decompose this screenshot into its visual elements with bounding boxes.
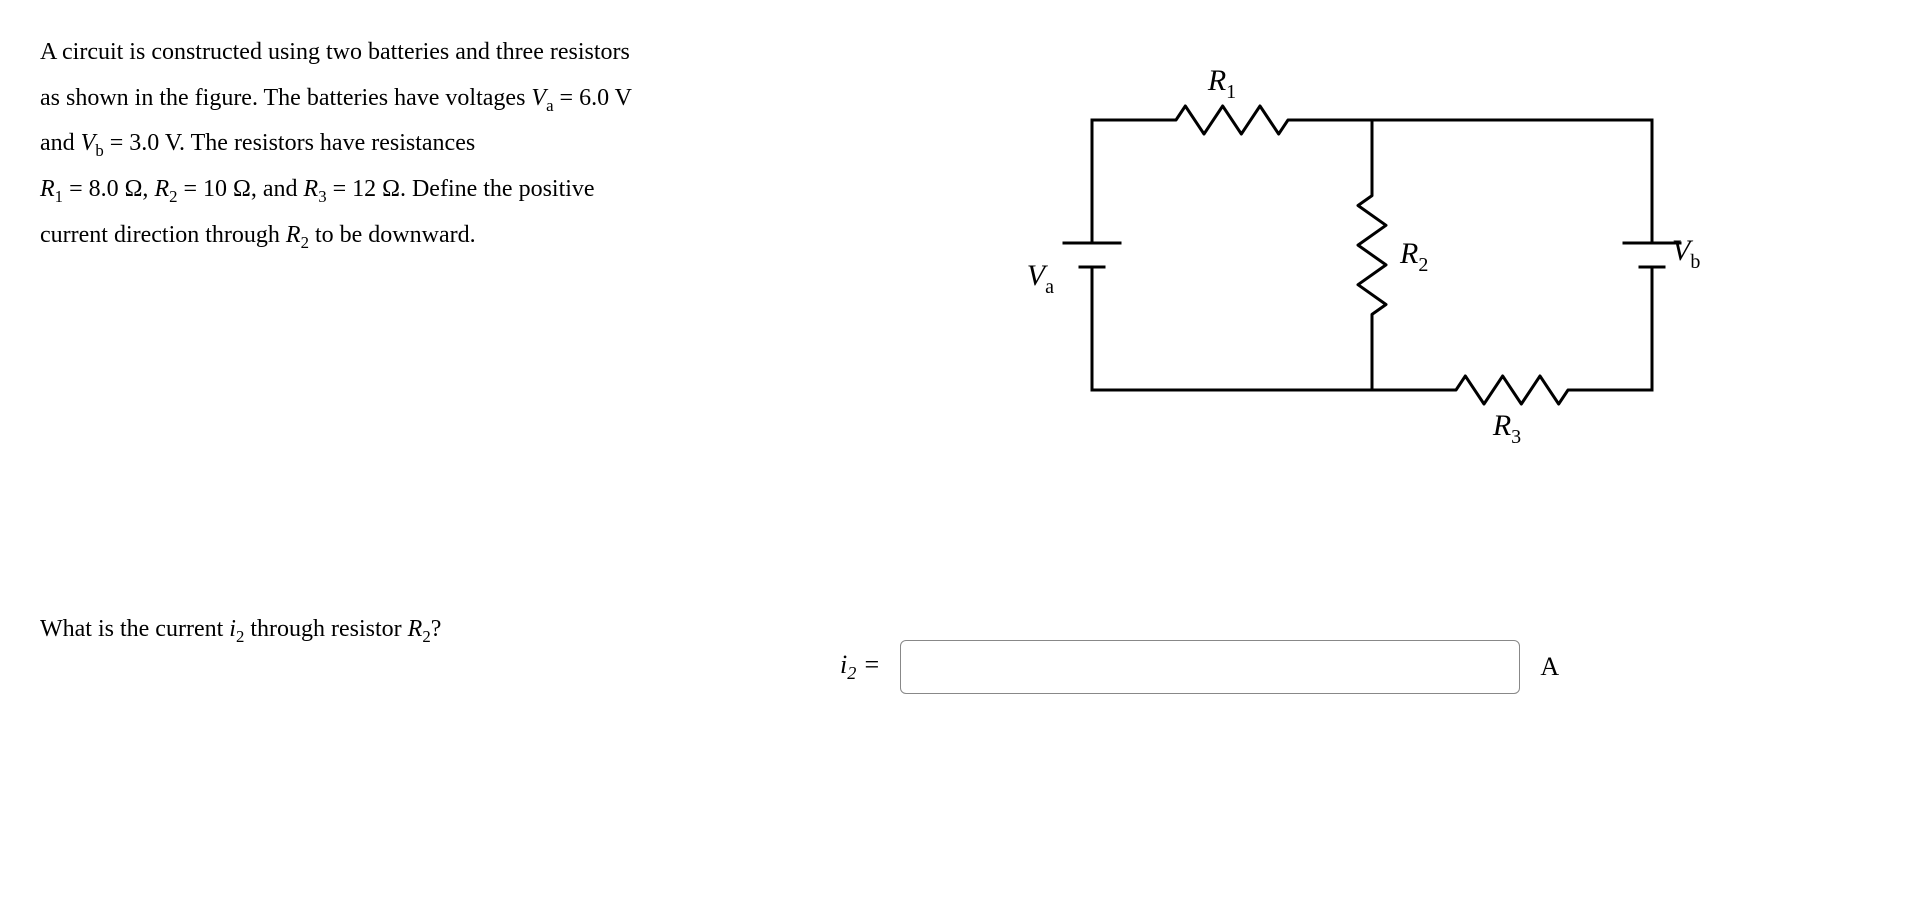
- text: =: [856, 650, 880, 679]
- svg-text:Va: Va: [1027, 259, 1054, 298]
- svg-text:Vb: Vb: [1672, 234, 1700, 273]
- var: R: [154, 176, 169, 202]
- problem-statement: A circuit is constructed using two batte…: [40, 30, 760, 258]
- sub: 1: [55, 187, 63, 206]
- sub: 2: [422, 627, 430, 646]
- answer-label: i2 =: [840, 650, 880, 684]
- text: = 10 Ω, and: [178, 176, 304, 202]
- question-text: What is the current i2 through resistor …: [40, 608, 760, 652]
- var: R: [408, 616, 423, 642]
- text: What is the current: [40, 616, 229, 642]
- var: V: [81, 130, 96, 156]
- svg-text:R2: R2: [1399, 237, 1428, 276]
- circuit-diagram: R1 R2 R3 Va Vb: [972, 30, 1732, 490]
- var: i: [229, 616, 236, 642]
- text: = 3.0 V. The resistors have resistances: [104, 130, 475, 156]
- text: to be downward.: [309, 222, 476, 248]
- var: R: [286, 222, 301, 248]
- text: through resistor: [244, 616, 407, 642]
- text: and: [40, 130, 81, 156]
- sub: 2: [301, 233, 309, 252]
- figure-column: R1 R2 R3 Va Vb i2 = A: [820, 30, 1884, 694]
- sub: 3: [318, 187, 326, 206]
- text: = 12 Ω. Define the positive: [327, 176, 595, 202]
- text: A circuit is constructed using two batte…: [40, 39, 630, 65]
- sub: 2: [169, 187, 177, 206]
- text: = 6.0 V: [554, 85, 632, 111]
- text: ?: [431, 616, 442, 642]
- sub: b: [95, 141, 103, 160]
- sub: 2: [847, 663, 856, 683]
- svg-text:R3: R3: [1492, 409, 1521, 448]
- text: as shown in the figure. The batteries ha…: [40, 85, 531, 111]
- problem-container: A circuit is constructed using two batte…: [40, 30, 1884, 694]
- svg-text:R1: R1: [1207, 64, 1236, 103]
- var: V: [531, 85, 546, 111]
- answer-row: i2 = A: [840, 640, 1884, 694]
- var: R: [304, 176, 319, 202]
- sub: a: [546, 95, 553, 114]
- var: R: [40, 176, 55, 202]
- text: current direction through: [40, 222, 286, 248]
- text-column: A circuit is constructed using two batte…: [40, 30, 760, 652]
- answer-unit: A: [1540, 652, 1559, 682]
- answer-input[interactable]: [900, 640, 1520, 694]
- text: = 8.0 Ω,: [63, 176, 154, 202]
